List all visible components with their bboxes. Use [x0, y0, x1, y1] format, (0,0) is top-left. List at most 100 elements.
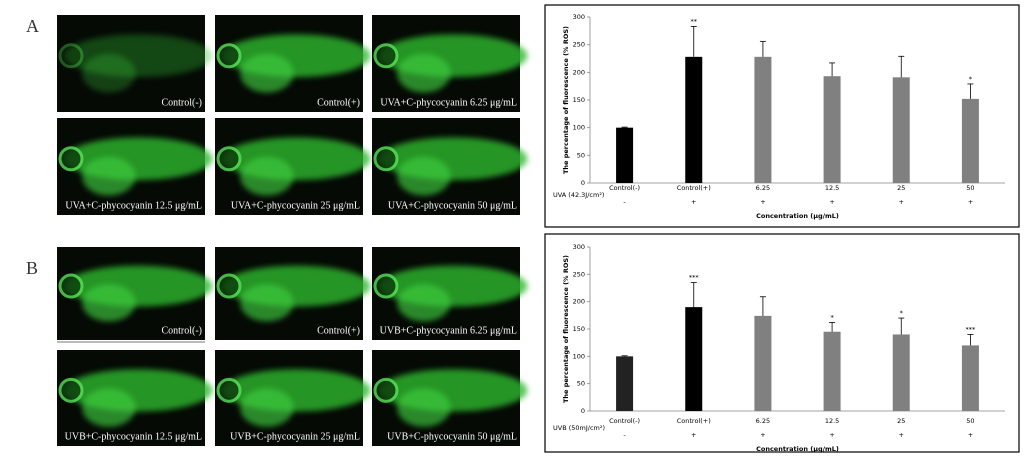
x-tick-label: 50 [966, 417, 974, 425]
bar [961, 98, 979, 183]
fish-yolk [240, 156, 294, 196]
fish-eye [58, 43, 84, 69]
y-tick-label: 300 [573, 13, 585, 21]
y-tick-label: 150 [573, 96, 585, 104]
image-caption: Control(-) [161, 97, 202, 108]
y-tick-label: 200 [573, 68, 585, 76]
y-tick-label: 300 [573, 243, 585, 251]
x-axis-title: Concentration (μg/mL) [756, 445, 839, 453]
fish-yolk [82, 388, 136, 427]
image-caption: UVA+C-phycocyanin 50 μg/mL [388, 200, 517, 211]
fish-eye [373, 43, 399, 69]
fish-eye [373, 146, 399, 172]
x-tick-label: 25 [897, 417, 905, 425]
y-tick-label: 0 [581, 179, 585, 187]
y-tick-label: 150 [573, 325, 585, 333]
image-caption: UVA+C-phycocyanin 6.25 μg/mL [380, 97, 517, 108]
fish-eye [373, 377, 399, 403]
fish-eye [58, 377, 84, 403]
bar [616, 356, 634, 411]
bar [685, 307, 703, 411]
bar [823, 331, 841, 411]
fish-eye [216, 146, 242, 172]
image-caption: UVB+C-phycocyanin 6.25 μg/mL [380, 325, 517, 336]
condition-value: + [691, 431, 696, 439]
y-tick-label: 50 [577, 380, 585, 388]
image-caption: Control(-) [161, 325, 202, 336]
fish-yolk [397, 388, 451, 427]
x-tick-label: 12.5 [825, 417, 839, 425]
bar [754, 56, 772, 184]
fish-eye [216, 43, 242, 69]
condition-label: UVA (42.3J/cm²) [553, 191, 604, 199]
fish-eye [216, 273, 242, 299]
x-tick-label: 12.5 [825, 184, 839, 192]
condition-value: + [760, 431, 765, 439]
panel-label: B [26, 258, 38, 278]
fish-yolk [397, 284, 451, 322]
fish-eye [216, 377, 242, 403]
significance: * [900, 309, 904, 317]
y-tick-label: 50 [577, 151, 585, 159]
chart-frame [544, 233, 1020, 453]
fish-eye [373, 273, 399, 299]
image-caption: UVB+C-phycocyanin 25 μg/mL [230, 431, 360, 442]
x-tick-label: Control(-) [609, 184, 640, 192]
significance: ** [691, 17, 698, 25]
y-axis-title: The percentage of fluorescence (% ROS) [562, 26, 570, 174]
fish-yolk [240, 388, 294, 427]
condition-value: - [623, 431, 626, 439]
x-axis-title: Concentration (μg/mL) [756, 212, 839, 220]
significance: *** [689, 274, 700, 282]
image-caption: Control(+) [317, 97, 360, 108]
chart-frame [544, 4, 1020, 228]
bar [754, 315, 772, 411]
bar [892, 77, 910, 183]
fish-yolk [240, 53, 294, 93]
condition-value: + [829, 431, 834, 439]
x-tick-label: Control(+) [677, 417, 711, 425]
fish-yolk [82, 53, 136, 93]
y-axis-title: The percentage of fluorescence (% ROS) [562, 255, 570, 403]
x-tick-label: 6.25 [756, 417, 770, 425]
condition-value: + [899, 198, 904, 206]
panel-label: A [26, 16, 39, 36]
significance: *** [966, 325, 977, 333]
condition-label: UVB (50mJ/cm²) [553, 424, 605, 432]
y-tick-label: 100 [573, 352, 585, 360]
bar [823, 76, 841, 183]
y-tick-label: 200 [573, 298, 585, 306]
condition-value: - [623, 198, 626, 206]
condition-value: + [829, 198, 834, 206]
bar [892, 334, 910, 411]
x-tick-label: 6.25 [756, 184, 770, 192]
condition-value: + [968, 431, 973, 439]
fish-yolk [240, 284, 294, 322]
significance: * [969, 75, 973, 83]
significance: * [830, 313, 834, 321]
condition-value: + [968, 198, 973, 206]
x-tick-label: Control(+) [677, 184, 711, 192]
x-tick-label: 50 [966, 184, 974, 192]
fish-eye [58, 146, 84, 172]
y-tick-label: 0 [581, 407, 585, 415]
bar [685, 56, 703, 184]
condition-value: + [691, 198, 696, 206]
image-caption: Control(+) [317, 325, 360, 336]
y-tick-label: 250 [573, 41, 585, 49]
bar [616, 127, 634, 183]
condition-value: + [760, 198, 765, 206]
y-tick-label: 250 [573, 270, 585, 278]
fish-yolk [82, 156, 136, 196]
fish-eye [58, 273, 84, 299]
condition-value: + [899, 431, 904, 439]
x-tick-label: Control(-) [609, 417, 640, 425]
fish-yolk [397, 53, 451, 93]
image-caption: UVA+C-phycocyanin 25 μg/mL [231, 200, 360, 211]
image-caption: UVB+C-phycocyanin 50 μg/mL [387, 431, 517, 442]
image-caption: UVB+C-phycocyanin 12.5 μg/mL [65, 431, 202, 442]
x-tick-label: 25 [897, 184, 905, 192]
fish-yolk [82, 284, 136, 322]
image-caption: UVA+C-phycocyanin 12.5 μg/mL [65, 200, 202, 211]
